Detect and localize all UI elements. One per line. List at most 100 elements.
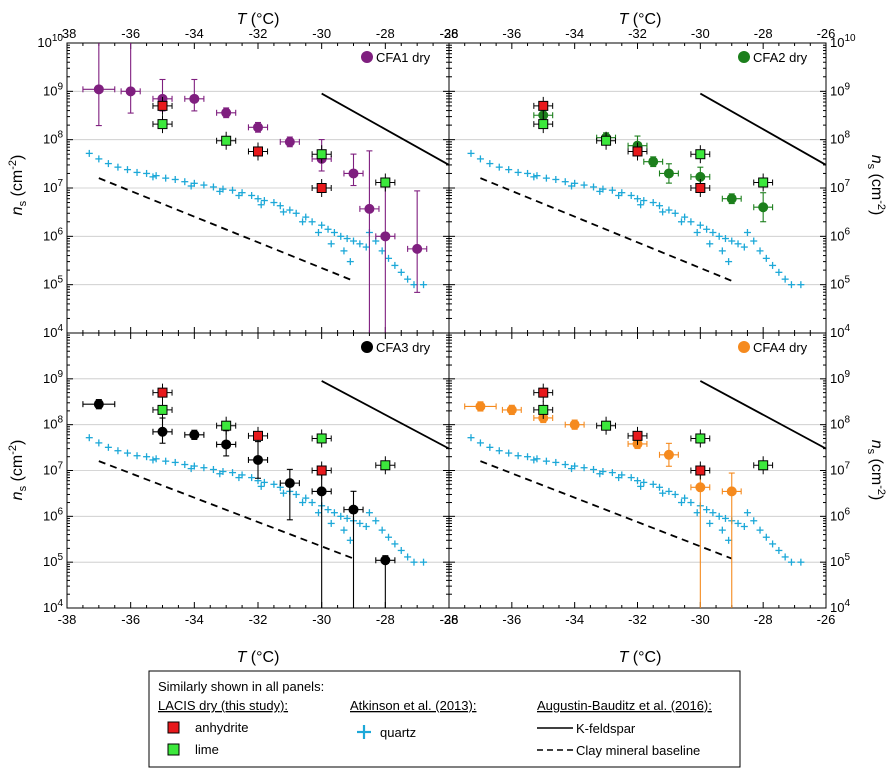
quartz-point	[486, 160, 494, 168]
quartz-point	[85, 434, 93, 442]
quartz-point	[703, 506, 711, 514]
quartz-point	[797, 558, 805, 566]
quartz-point	[229, 469, 237, 477]
quartz-point	[365, 509, 373, 517]
anhydrite-point	[152, 383, 173, 402]
quartz-point	[187, 465, 195, 473]
quartz-point	[314, 509, 322, 517]
square-marker	[316, 465, 327, 476]
quartz-point	[655, 202, 663, 210]
quartz-point	[385, 254, 393, 262]
cfa-marker	[253, 454, 263, 465]
square-marker	[538, 387, 549, 398]
quartz-point	[340, 247, 348, 255]
cfa-marker	[506, 404, 517, 415]
quartz-point	[378, 526, 386, 534]
y-tick-label: 109	[830, 369, 850, 386]
cfa-marker	[157, 426, 168, 437]
legend-frame	[148, 670, 741, 768]
quartz-point	[659, 489, 667, 497]
data-layer	[82, 43, 449, 333]
quartz-point	[420, 281, 428, 289]
square-marker	[632, 430, 643, 441]
quartz-point	[114, 163, 122, 171]
cfa-point	[375, 555, 396, 608]
cfa-marker	[189, 93, 200, 104]
anhydrite-point	[533, 383, 554, 402]
square-marker	[758, 177, 769, 188]
x-tick-label: -34	[565, 612, 584, 627]
quartz-point	[781, 553, 789, 561]
x-tick-label: -32	[628, 612, 647, 627]
lime-point	[596, 416, 617, 435]
cfa-marker	[648, 156, 659, 167]
quartz-point	[318, 221, 326, 229]
quartz-point	[514, 168, 522, 176]
y-tick-label: 1010	[37, 33, 63, 50]
cfa-point	[407, 190, 428, 293]
square-marker	[316, 183, 327, 193]
legend-lime-label: lime	[195, 742, 219, 757]
quartz-point	[665, 206, 673, 214]
cfa-point	[658, 163, 679, 184]
x-tick-label: -38	[440, 26, 459, 41]
quartz-point	[314, 229, 322, 237]
quartz-point	[279, 489, 287, 497]
quartz-point	[308, 218, 316, 226]
quartz-point	[568, 182, 576, 190]
quartz-point	[665, 487, 673, 495]
panel-legend-label: CFA2 dry	[753, 50, 808, 65]
quartz-point	[209, 183, 217, 191]
quartz-point	[706, 240, 714, 248]
lime-point	[753, 456, 774, 475]
y-tick-label: 1010	[830, 33, 856, 50]
y-tick-label: 106	[830, 226, 850, 243]
quartz-point	[561, 461, 569, 469]
x-tick-label: -28	[754, 612, 773, 627]
quartz-point	[728, 237, 736, 245]
quartz-point	[734, 240, 742, 248]
quartz-point	[397, 546, 405, 554]
quartz-point	[104, 443, 112, 451]
quartz-point	[104, 160, 112, 168]
cfa-point	[279, 468, 300, 521]
x-tick-label: -28	[376, 26, 395, 41]
quartz-point	[476, 155, 484, 163]
cfa-marker	[726, 193, 737, 204]
square-marker	[380, 177, 391, 188]
anhydrite-point	[247, 142, 269, 161]
cfa-point	[501, 404, 522, 416]
quartz-point	[542, 457, 550, 465]
quartz-point	[627, 474, 635, 482]
y-tick-label: 104	[830, 598, 850, 615]
quartz-point	[687, 499, 695, 507]
quartz-point	[420, 558, 428, 566]
square-marker	[632, 146, 643, 157]
right-ylabel-top: ns (cm-2)	[865, 155, 887, 216]
quartz-point	[467, 434, 475, 442]
cfa-point	[152, 417, 173, 444]
quartz-point	[276, 202, 284, 210]
quartz-point	[486, 443, 494, 451]
legend-quartz-marker	[357, 725, 371, 739]
square-marker	[253, 430, 263, 441]
y-tick-label: 105	[830, 552, 850, 569]
quartz-point	[254, 195, 262, 203]
square-marker	[538, 119, 549, 130]
cfa-marker	[284, 136, 295, 147]
quartz-point	[552, 175, 560, 183]
square-marker	[316, 149, 327, 160]
quartz-point	[696, 221, 704, 229]
y-tick-label: 109	[43, 81, 63, 98]
y-tick-label: 105	[43, 552, 63, 569]
cfa-point	[564, 419, 585, 430]
x-tick-label: -38	[440, 612, 459, 627]
quartz-point	[343, 514, 351, 522]
quartz-point	[797, 281, 805, 289]
cfa-marker	[316, 486, 327, 497]
quartz-point	[410, 281, 418, 289]
quartz-point	[693, 229, 701, 237]
legend-group-lacis-title: LACIS dry (this study):	[158, 698, 288, 713]
cfa-marker	[695, 171, 706, 182]
quartz-point	[533, 172, 541, 180]
